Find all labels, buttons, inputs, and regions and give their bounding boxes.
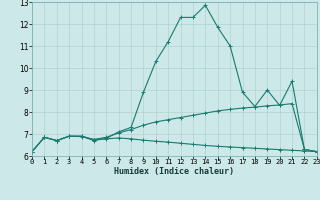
X-axis label: Humidex (Indice chaleur): Humidex (Indice chaleur) [115, 167, 234, 176]
